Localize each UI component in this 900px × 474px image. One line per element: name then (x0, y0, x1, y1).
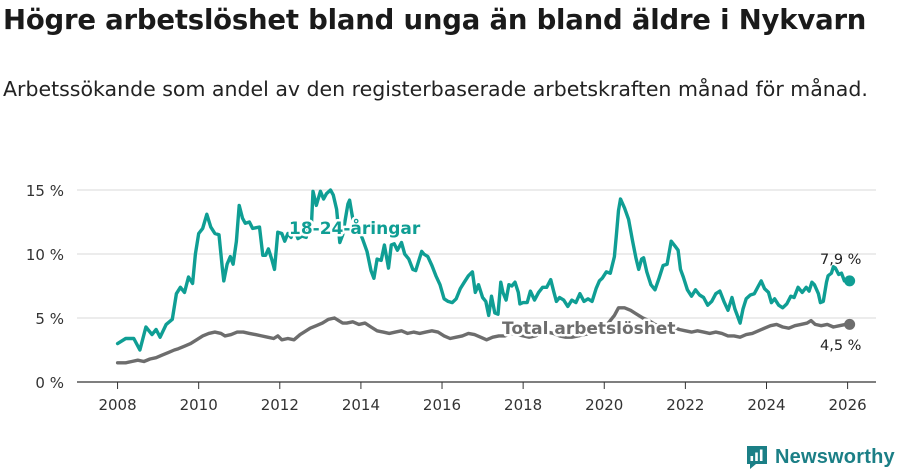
x-tick-label: 2018 (504, 396, 542, 414)
x-tick-label: 2024 (747, 396, 785, 414)
chart-subtitle: Arbetssökande som andel av den registerb… (3, 77, 868, 101)
end-label-youth: 7,9 % (820, 252, 861, 268)
series-line-total (115, 306, 852, 365)
x-tick-label: 2008 (98, 396, 136, 414)
x-tick-label: 2012 (261, 396, 299, 414)
x-tick-label: 2026 (829, 396, 867, 414)
brand[interactable]: Newsworthy (745, 443, 895, 471)
end-point-youth (844, 275, 856, 287)
y-tick-label: 0 % (35, 374, 64, 392)
y-tick-label: 15 % (26, 182, 64, 200)
series (115, 188, 856, 365)
series-label-total: Total arbetslöshet (502, 319, 676, 339)
series-label-total-halo: Total arbetslöshet (502, 319, 676, 339)
x-tick-label: 2016 (423, 396, 461, 414)
newsworthy-logo-icon (747, 446, 767, 469)
y-tick-label: 10 % (26, 246, 64, 264)
x-tick-label: 2020 (585, 396, 623, 414)
brand-name: Newsworthy (775, 445, 895, 468)
end-label-total: 4,5 % (820, 338, 861, 354)
axes: 0 % 5 % 10 % 15 % 2008 2010 2012 2014 2016 2018 20… (26, 182, 876, 414)
x-tick-label: 2014 (342, 396, 380, 414)
series-line-youth (115, 188, 852, 352)
x-tick-label: 2022 (666, 396, 704, 414)
series-label-youth: 18-24-åringar (289, 217, 421, 239)
series-label-youth-halo: 18-24-åringar (289, 217, 421, 239)
end-point-total (844, 318, 856, 330)
x-tick-label: 2010 (180, 396, 218, 414)
chart-title: Högre arbetslöshet bland unga än bland ä… (3, 4, 867, 36)
y-tick-label: 5 % (35, 310, 64, 328)
